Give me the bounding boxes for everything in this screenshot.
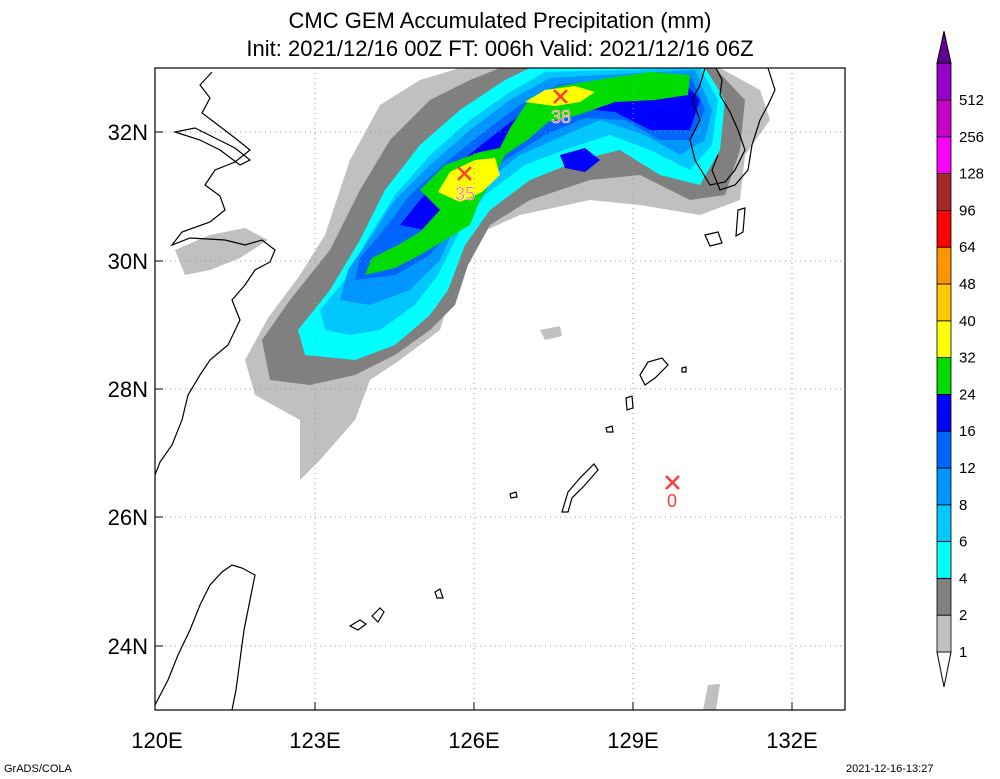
map-title-line1: CMC GEM Accumulated Precipitation (mm) <box>288 8 712 33</box>
colorbar-label: 16 <box>959 423 976 440</box>
colorbar-label: 64 <box>959 239 976 256</box>
gridlines <box>155 68 845 710</box>
colorbar-label: 2 <box>959 607 967 624</box>
y-tick-label: 32N <box>108 120 148 145</box>
colorbar-segment <box>936 578 952 616</box>
colorbar-segment <box>936 504 952 542</box>
island-okinawa <box>561 463 599 513</box>
colorbar-segment <box>936 209 952 248</box>
colorbar-segment <box>936 467 952 506</box>
x-tick-label: 120E <box>131 728 182 753</box>
x-axis-labels: 120E 123E 126E 129E 132E <box>131 728 817 753</box>
korea-coast <box>689 68 746 186</box>
colorbar-segment <box>936 136 952 175</box>
colorbar-label: 12 <box>959 460 976 477</box>
colorbar-label: 8 <box>959 497 967 514</box>
min-marker-0: 0 <box>665 475 680 511</box>
x-tick-label: 126E <box>448 728 499 753</box>
coastlines <box>155 68 776 710</box>
marker-value: 0 <box>667 491 677 511</box>
precipitation-field <box>175 68 770 710</box>
colorbar-segment <box>936 246 952 285</box>
island-yaeyama-1 <box>348 619 368 631</box>
precip-1mm-area-3 <box>540 326 562 340</box>
island-amami <box>639 357 669 386</box>
island-3 <box>625 395 634 411</box>
max-marker-38: 38 <box>551 89 571 127</box>
island-5 <box>509 491 518 499</box>
colorbar-segment <box>936 357 952 395</box>
island-1 <box>704 231 723 247</box>
island-6 <box>681 366 687 373</box>
colorbar-segment <box>936 614 952 653</box>
island-7 <box>434 588 444 599</box>
taiwan-coast <box>155 564 256 710</box>
colorbar-label: 1 <box>959 644 967 661</box>
china-coast <box>155 71 276 476</box>
colorbar-segment <box>936 283 952 322</box>
colorbar-segment <box>936 99 952 138</box>
cross-icon <box>457 166 472 181</box>
x-tick-label: 129E <box>607 728 658 753</box>
cross-icon <box>553 89 568 104</box>
colorbar-top-arrow <box>936 31 952 64</box>
colorbar-label: 256 <box>959 129 984 146</box>
colorbar-bottom-arrow <box>936 651 952 688</box>
precip-16mm-area <box>400 78 700 230</box>
colorbar-label: 40 <box>959 313 976 330</box>
y-tick-label: 26N <box>108 505 148 530</box>
colorbar-label: 6 <box>959 534 967 551</box>
colorbar-label: 32 <box>959 350 976 367</box>
colorbar-segment <box>936 393 952 432</box>
precip-16mm-patch <box>560 148 600 172</box>
colorbar-label: 24 <box>959 386 976 403</box>
marker-value: 38 <box>551 107 571 127</box>
colorbar-label: 96 <box>959 202 976 219</box>
precip-1mm-area-2 <box>175 228 268 275</box>
colorbar-segment <box>936 62 952 101</box>
colorbar-label: 48 <box>959 276 976 293</box>
max-marker-35: 35 <box>455 166 475 204</box>
colorbar-label: 128 <box>959 166 984 183</box>
precip-1mm-area-4 <box>703 684 720 710</box>
x-tick-label: 132E <box>766 728 817 753</box>
island-yaeyama-2 <box>371 607 385 623</box>
cross-icon <box>665 475 680 490</box>
footer-timestamp: 2021-12-16-13:27 <box>846 763 934 775</box>
precip-32mm-area-south <box>438 158 500 202</box>
footer-credit: GrADS/COLA <box>4 763 72 775</box>
tick-marks <box>155 131 793 710</box>
island-4 <box>605 425 614 433</box>
marker-value: 35 <box>455 184 475 204</box>
map-title-line2: Init: 2021/12/16 00Z FT: 006h Valid: 202… <box>246 36 754 61</box>
colorbar-segment <box>936 430 952 469</box>
y-tick-label: 30N <box>108 249 148 274</box>
island-2 <box>735 207 746 238</box>
y-tick-label: 28N <box>108 377 148 402</box>
x-tick-label: 123E <box>289 728 340 753</box>
colorbar-segment <box>936 173 952 211</box>
colorbar-label: 512 <box>959 92 984 109</box>
colorbar-segment <box>936 320 952 358</box>
y-tick-label: 24N <box>108 634 148 659</box>
kyushu-coast <box>711 68 776 191</box>
colorbar-label: 4 <box>959 570 967 587</box>
colorbar-segment <box>936 541 952 579</box>
y-axis-labels: 24N 26N 28N 30N 32N <box>108 120 148 659</box>
yangtze-estuary <box>172 127 252 166</box>
precip-24mm-area <box>365 72 690 275</box>
